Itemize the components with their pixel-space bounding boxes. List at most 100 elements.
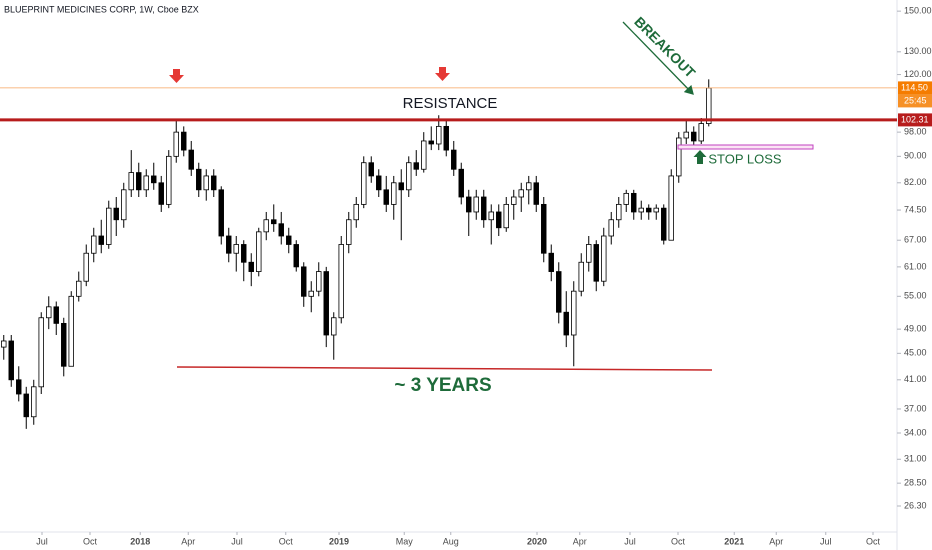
y-tick-label: 37.00 — [904, 403, 927, 413]
candle-body — [76, 280, 82, 297]
candle-body — [511, 196, 517, 205]
candle-body — [301, 266, 307, 297]
candle-body — [676, 137, 682, 177]
candle-body — [181, 131, 187, 151]
x-tick-label: Apr — [181, 536, 195, 546]
candle-body — [481, 196, 487, 221]
candle-body — [218, 189, 224, 237]
candle-body — [526, 182, 532, 191]
x-tick-label: Jul — [820, 536, 832, 546]
countdown-tag — [898, 94, 932, 108]
x-tick-label: May — [396, 536, 414, 546]
y-tick-label: 120.00 — [904, 69, 932, 79]
candle-body — [68, 295, 74, 367]
candle-body — [436, 125, 442, 145]
base-line — [176, 366, 713, 371]
candle-body — [458, 168, 464, 198]
candle-body — [293, 244, 299, 268]
plot-area — [0, 0, 897, 532]
candle-body — [211, 175, 217, 191]
candle-body — [691, 131, 697, 142]
candle-body — [1, 340, 7, 348]
candle-body — [376, 175, 382, 191]
candle-body — [196, 168, 202, 191]
up-arrow — [693, 150, 707, 164]
x-tick-label: Apr — [769, 536, 783, 546]
stop-loss-label: STOP LOSS — [708, 151, 782, 166]
candle-body — [421, 140, 427, 170]
chart-title: BLUEPRINT MEDICINES CORP, 1W, Cboe BZX — [4, 4, 199, 14]
candle-body — [608, 219, 614, 237]
candle-body — [361, 162, 367, 205]
candle-body — [533, 182, 539, 205]
x-tick-label: Oct — [671, 536, 686, 546]
candle-body — [503, 203, 509, 229]
candle-body — [548, 252, 554, 272]
candle-body — [661, 207, 667, 241]
countdown-label: 25:45 — [904, 95, 927, 105]
candle-body — [278, 223, 284, 237]
candle-body — [8, 340, 14, 381]
candle-body — [286, 235, 292, 245]
x-tick-label: Jul — [624, 536, 636, 546]
resistance-label: RESISTANCE — [403, 95, 498, 112]
candle-body — [586, 244, 592, 263]
down-arrow — [169, 69, 184, 83]
y-tick-label: 26.30 — [904, 500, 927, 510]
candle-body — [406, 162, 412, 191]
last-price-tag — [898, 81, 932, 95]
candle-body — [631, 192, 637, 213]
candle-body — [166, 155, 172, 205]
y-tick-label: 45.00 — [904, 348, 927, 358]
y-tick-label: 31.00 — [904, 454, 927, 464]
price-labels: 114.50 25:45 102.31 — [898, 81, 932, 127]
candle-body — [353, 203, 359, 221]
candle-body — [226, 235, 232, 254]
candle-body — [143, 175, 149, 191]
x-tick-label: 2019 — [329, 536, 349, 546]
candle-body — [398, 182, 404, 191]
x-tick-label: Aug — [443, 536, 459, 546]
axes: 150.00 130.00 120.00 98.00 90.00 82.00 74.50 67… — [36, 6, 931, 547]
resistance-value: 102.31 — [901, 114, 929, 124]
candle-body — [466, 196, 472, 213]
candle-body — [173, 131, 179, 157]
candle-body — [368, 162, 374, 177]
x-tick-label: 2018 — [130, 536, 150, 546]
x-tick-label: Oct — [279, 536, 294, 546]
candle-body — [46, 306, 52, 319]
y-tick-label: 49.00 — [904, 324, 927, 334]
candle-body — [383, 189, 389, 205]
candle-body — [593, 244, 599, 282]
candle-body — [488, 211, 494, 221]
y-tick-label: 41.00 — [904, 374, 927, 384]
candle-body — [188, 149, 194, 170]
candle-body — [331, 317, 337, 336]
y-tick-label: 90.00 — [904, 151, 927, 161]
x-tick-label: 2020 — [527, 536, 547, 546]
candle-body — [31, 386, 37, 418]
candle-body — [98, 235, 104, 245]
candle-body — [541, 203, 547, 254]
candle-body — [61, 322, 67, 367]
candle-body — [338, 244, 344, 319]
candle-body — [653, 207, 659, 213]
y-tick-label: 150.00 — [904, 6, 932, 16]
x-tick-label: Oct — [866, 536, 881, 546]
candle-body — [443, 125, 449, 151]
candle-body — [578, 261, 584, 292]
y-tick-label: 28.50 — [904, 478, 927, 488]
x-tick-label: Apr — [573, 536, 587, 546]
y-tick-label: 82.00 — [904, 177, 927, 187]
x-tick-label: Jul — [36, 536, 48, 546]
candle-body — [451, 149, 457, 170]
candle-body — [316, 271, 322, 292]
candle-body — [263, 219, 269, 233]
candle-body — [233, 244, 239, 254]
y-tick-label: 130.00 — [904, 46, 932, 56]
candle-body — [323, 271, 329, 336]
candle-body — [706, 87, 712, 124]
candle-body — [158, 182, 164, 205]
x-tick-label: Oct — [83, 536, 98, 546]
